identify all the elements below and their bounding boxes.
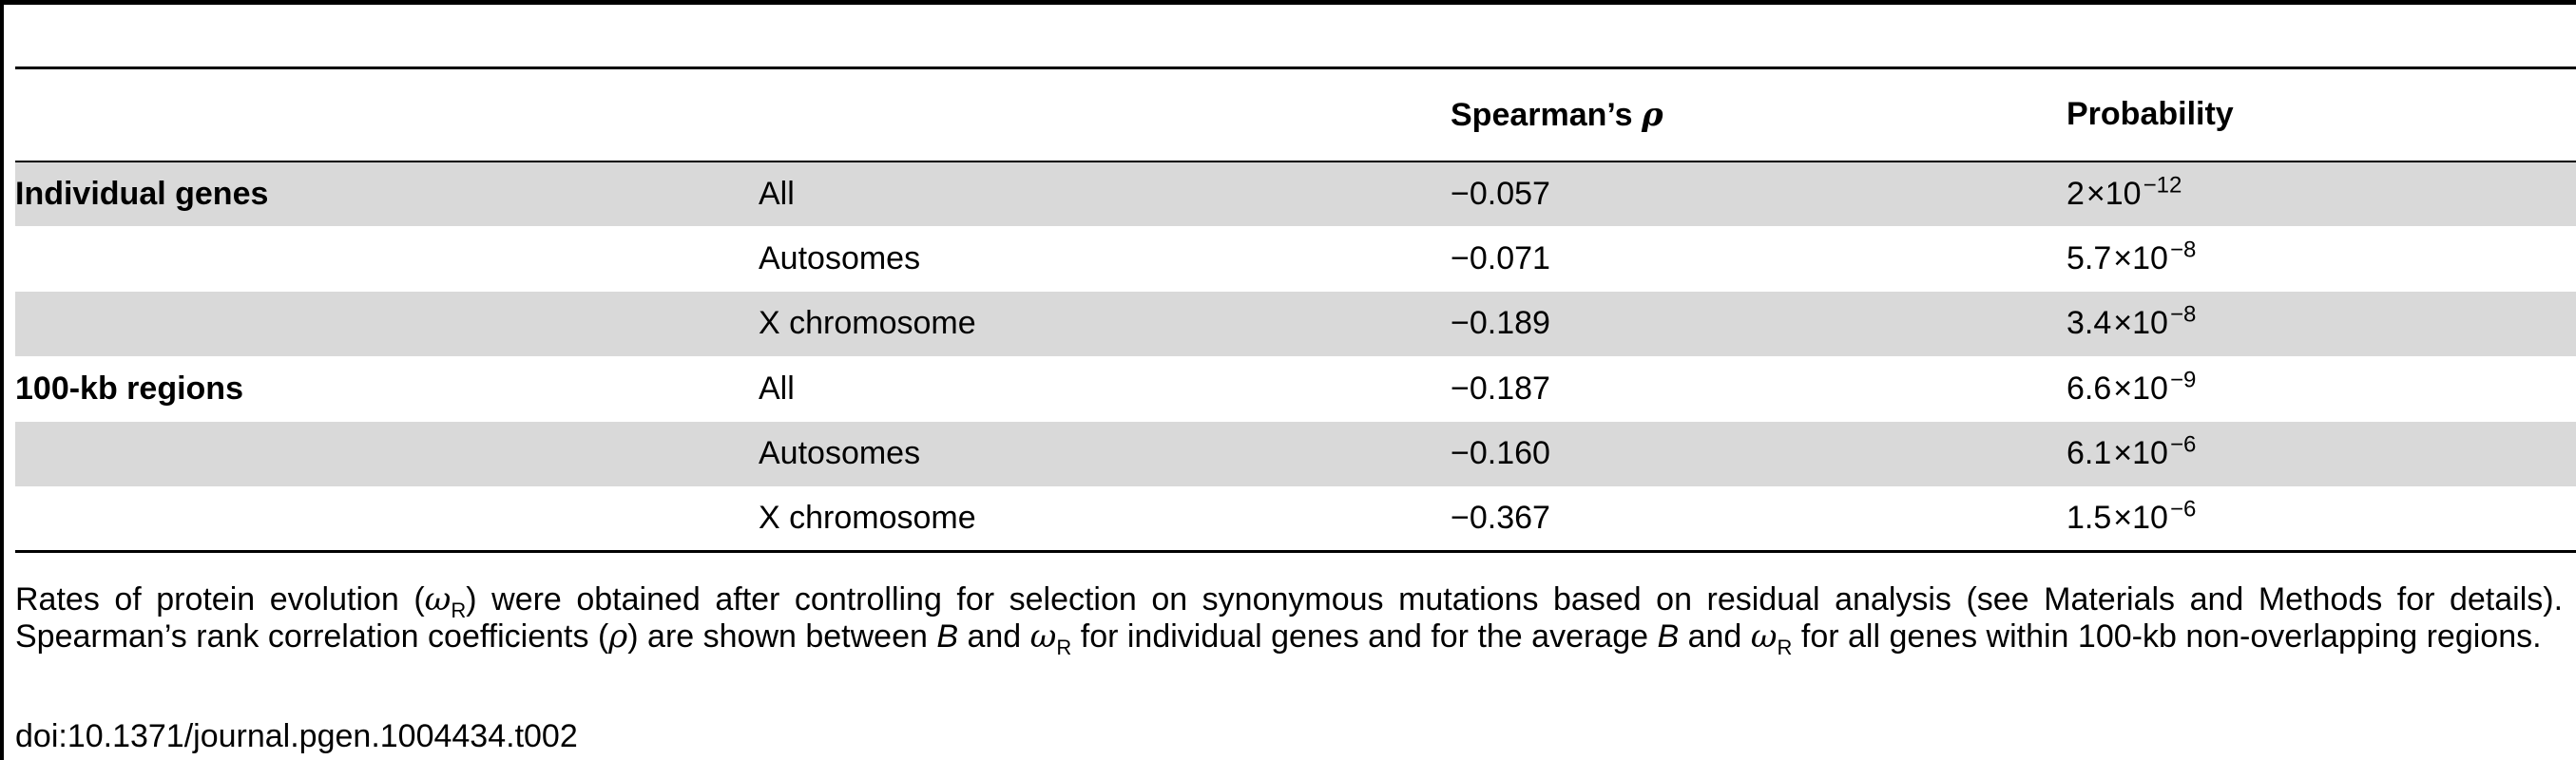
group-cell [15,226,759,292]
correlation-table: Spearman’s ρ Probability Individual gene… [15,66,2576,553]
p-mantissa: 6.6 [2067,370,2112,407]
footnote-text: and [1679,618,1751,655]
top-border-rule [0,0,2576,5]
header-subset [759,68,1451,162]
p-times: ×10 [2113,305,2168,342]
rho-cell: −0.160 [1451,435,1550,472]
table-container: Spearman’s ρ Probability Individual gene… [15,66,2576,553]
rho-cell: −0.057 [1451,175,1550,212]
table-row: X chromosome −0.367 1.5×10−6 [15,486,2576,552]
p-mantissa: 5.7 [2067,239,2112,276]
subset-cell: All [759,370,795,407]
table-row: Individual genes All −0.057 2×10−12 [15,161,2576,227]
subset-cell: Autosomes [759,239,921,276]
footnote-text: for individual genes and for the average [1071,618,1658,655]
rho-symbol: ρ [608,618,628,656]
header-spearman-rho-label: Spearman’s ρ [1451,95,1663,134]
rho-cell: −0.071 [1451,239,1550,276]
subset-cell: X chromosome [759,305,976,342]
table-footnote: Rates of protein evolution (ωR) were obt… [15,580,2564,659]
group-cell: 100-kb regions [15,370,243,407]
omega-symbol: ω [424,580,452,618]
table-body: Individual genes All −0.057 2×10−12 Auto… [15,161,2576,552]
group-cell [15,486,759,552]
probability-cell: 6.6×10−9 [2067,356,2576,422]
subset-cell: All [759,175,795,212]
header-probability: Probability [2067,96,2234,133]
left-border-rule [0,0,4,760]
probability-cell: 1.5×10−6 [2067,486,2576,552]
footnote-text: Rates of protein evolution ( [15,581,425,618]
p-mantissa: 2 [2067,175,2085,212]
table-row: Autosomes −0.071 5.7×10−8 [15,226,2576,292]
p-times: ×10 [2113,435,2168,472]
rho-cell: −0.187 [1451,370,1550,407]
p-exponent: −8 [2169,301,2197,328]
subset-cell: Autosomes [759,435,921,472]
p-mantissa: 3.4 [2067,305,2112,342]
omega-symbol: ω [1029,618,1057,656]
group-cell: Individual genes [15,175,269,212]
doi-link[interactable]: doi:10.1371/journal.pgen.1004434.t002 [15,718,578,754]
group-cell [15,292,759,357]
rho-cell: −0.189 [1451,305,1550,342]
p-times: ×10 [2113,370,2168,407]
probability-cell: 2×10−12 [2067,162,2576,227]
p-exponent: −6 [2169,431,2197,458]
header-row: Spearman’s ρ Probability [15,67,2576,162]
p-mantissa: 6.1 [2067,435,2112,472]
p-exponent: −6 [2169,496,2197,522]
p-exponent: −9 [2169,367,2197,393]
omega-subscript: R [1056,635,1072,659]
p-times: ×10 [2086,175,2142,212]
table-row: X chromosome −0.189 3.4×10−8 [15,291,2576,357]
omega-subscript: R [1777,635,1793,659]
footnote-text: ) were obtained after controlling for se… [15,581,2564,655]
table-row: 100-kb regions All −0.187 6.6×10−9 [15,356,2576,422]
omega-symbol: ω [1750,618,1778,656]
probability-cell: 5.7×10−8 [2067,226,2576,292]
footnote-text: ) are shown between [627,618,937,655]
group-cell [15,422,759,487]
footnote-text: for all genes within 100-kb non-overlapp… [1792,618,2542,655]
header-group [15,68,759,162]
b-variable: B [1657,618,1680,655]
table-header: Spearman’s ρ Probability [15,67,2576,162]
b-variable: B [936,618,959,655]
probability-cell: 3.4×10−8 [2067,292,2576,357]
table-row: Autosomes −0.160 6.1×10−6 [15,421,2576,487]
footnote-text: and [958,618,1030,655]
p-times: ×10 [2113,500,2168,536]
p-times: ×10 [2113,239,2168,276]
omega-subscript: R [451,598,467,622]
rho-cell: −0.367 [1451,500,1550,536]
subset-cell: X chromosome [759,500,976,536]
probability-cell: 6.1×10−6 [2067,422,2576,487]
p-exponent: −8 [2169,237,2197,263]
p-exponent: −12 [2143,172,2182,199]
header-spearman-rho: Spearman’s ρ [1451,68,2067,162]
p-mantissa: 1.5 [2067,500,2112,536]
